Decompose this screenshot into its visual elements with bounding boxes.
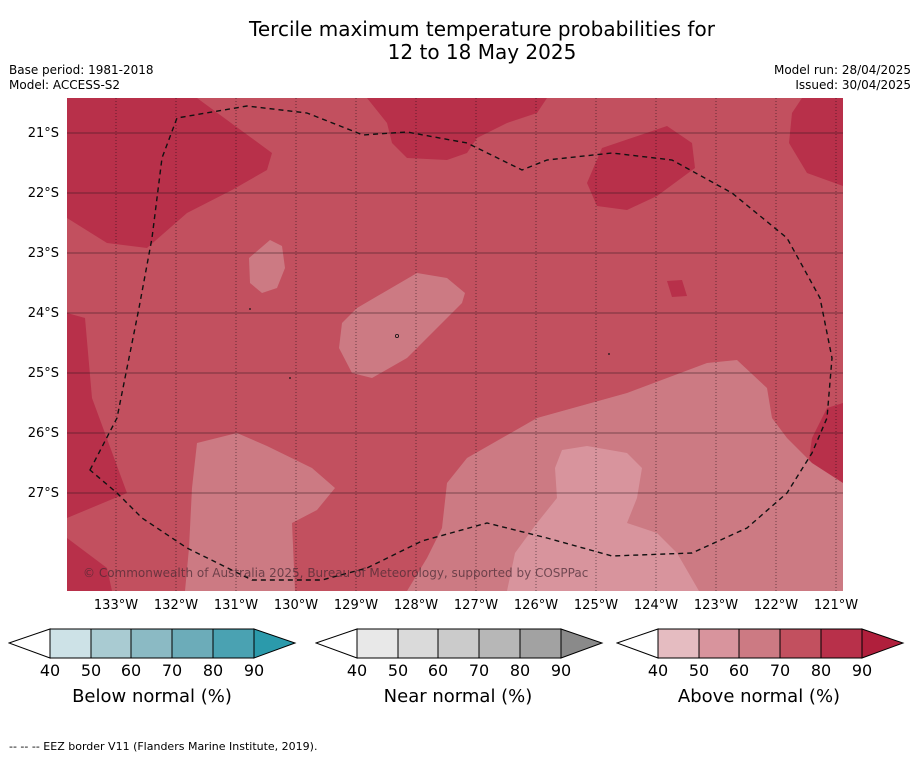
- lat-label-26: 26°S: [27, 426, 59, 441]
- colorbar-near-arrow-high: [560, 628, 604, 659]
- colorbar-below-bin-70-80: [171, 628, 214, 659]
- base-period: Base period: 1981-2018: [9, 63, 154, 77]
- above-tick-40: 40: [647, 661, 669, 680]
- above-tick-80: 80: [810, 661, 832, 680]
- colorbar-near-bin-70-80: [478, 628, 521, 659]
- colorbar-near-bin-50-60: [397, 628, 439, 659]
- above-normal-label: Above normal (%): [677, 686, 841, 707]
- colorbar-above-bin-40-50: [657, 628, 700, 659]
- lon-label-133: 133°W: [93, 598, 139, 613]
- title-line-2: 12 to 18 May 2025: [387, 40, 577, 64]
- island-marker: [394, 333, 399, 338]
- issued-date: Issued: 30/04/2025: [795, 78, 911, 92]
- probability-map: © Commonwealth of Australia 2025, Bureau…: [67, 98, 843, 591]
- lat-label-23: 23°S: [27, 246, 59, 261]
- lon-label-131: 131°W: [213, 598, 259, 613]
- meta-right: Model run: 28/04/2025 Issued: 30/04/2025: [774, 63, 911, 93]
- near-tick-50: 50: [387, 661, 409, 680]
- above-tick-50: 50: [688, 661, 710, 680]
- lon-label-123: 123°W: [693, 598, 739, 613]
- lon-label-122: 122°W: [753, 598, 799, 613]
- lon-label-130: 130°W: [273, 598, 319, 613]
- near-normal-label: Near normal (%): [383, 686, 533, 707]
- above-tick-60: 60: [728, 661, 750, 680]
- above-tick-70: 70: [769, 661, 791, 680]
- lon-label-124: 124°W: [633, 598, 679, 613]
- lon-label-128: 128°W: [393, 598, 439, 613]
- below-tick-40: 40: [39, 661, 61, 680]
- colorbar-below-bin-50-60: [90, 628, 132, 659]
- colorbar-below-bin-60-70: [130, 628, 173, 659]
- lat-label-21: 21°S: [27, 126, 59, 141]
- below-tick-60: 60: [120, 661, 142, 680]
- colorbar-near: [315, 628, 604, 659]
- lon-label-127: 127°W: [453, 598, 499, 613]
- lat-label-24: 24°S: [27, 306, 59, 321]
- island-marker: [608, 353, 610, 355]
- below-tick-70: 70: [161, 661, 183, 680]
- map-title: Tercile maximum temperature probabilitie…: [0, 18, 919, 64]
- graticule-lon: [115, 98, 837, 591]
- colorbar-above-bin-80-90: [820, 628, 863, 659]
- eez-footnote: -- -- -- EEZ border V11 (Flanders Marine…: [9, 740, 318, 753]
- below-tick-50: 50: [80, 661, 102, 680]
- near-tick-70: 70: [468, 661, 490, 680]
- title-line-1: Tercile maximum temperature probabilitie…: [249, 17, 715, 41]
- island-marker: [289, 377, 291, 379]
- below-normal-label: Below normal (%): [72, 686, 232, 707]
- shade-above-80-90-w: [67, 313, 127, 518]
- colorbar-below: [8, 628, 297, 659]
- colorbar-below-bin-40-50: [49, 628, 92, 659]
- shade-above-80-90-e: [807, 403, 843, 483]
- below-tick-80: 80: [202, 661, 224, 680]
- colorbar-below-bin-80-90: [212, 628, 255, 659]
- above-tick-90: 90: [851, 661, 873, 680]
- lat-label-27: 27°S: [27, 486, 59, 501]
- shade-above-60-70-south: [185, 433, 335, 591]
- map-canvas: [67, 98, 843, 591]
- colorbar-above-bin-60-70: [738, 628, 781, 659]
- shade-above-80-90-nw: [67, 98, 272, 248]
- colorbar-above-arrow-high: [861, 628, 905, 659]
- colorbar-above-arrow-low: [616, 628, 659, 659]
- eez-border: [89, 105, 833, 581]
- below-tick-90: 90: [243, 661, 265, 680]
- model-run: Model run: 28/04/2025: [773, 63, 911, 77]
- colorbar-above-bin-50-60: [698, 628, 740, 659]
- colorbar-above: [616, 628, 905, 659]
- shade-above-80-90-n: [367, 98, 547, 160]
- graticule: [67, 132, 843, 494]
- near-tick-40: 40: [346, 661, 368, 680]
- shade-above-80-90-spot: [667, 280, 687, 297]
- shade-above-80-90-far-ne: [789, 98, 843, 186]
- colorbar-below-arrow-low: [8, 628, 51, 659]
- copyright-text: © Commonwealth of Australia 2025, Bureau…: [83, 566, 589, 580]
- meta-left: Base period: 1981-2018 Model: ACCESS-S2: [9, 63, 154, 93]
- lon-label-132: 132°W: [153, 598, 199, 613]
- colorbar-below-arrow-high: [253, 628, 297, 659]
- colorbar-near-bin-80-90: [519, 628, 562, 659]
- lon-label-126: 126°W: [513, 598, 559, 613]
- near-tick-90: 90: [550, 661, 572, 680]
- island-marker: [249, 308, 251, 310]
- shade-above-80-90-ne: [587, 126, 695, 210]
- lat-label-25: 25°S: [27, 366, 59, 381]
- shade-above-80-90-sw: [67, 538, 112, 591]
- near-tick-80: 80: [509, 661, 531, 680]
- colorbar-above-bin-70-80: [779, 628, 822, 659]
- colorbar-near-bin-60-70: [437, 628, 480, 659]
- colorbar-near-bin-40-50: [356, 628, 399, 659]
- model-name: Model: ACCESS-S2: [9, 78, 121, 92]
- near-tick-60: 60: [427, 661, 449, 680]
- lon-label-121: 121°W: [813, 598, 859, 613]
- shade-above-50-60-south: [507, 446, 699, 591]
- lon-label-125: 125°W: [573, 598, 619, 613]
- shade-above-60-70-central: [339, 273, 465, 378]
- lat-label-22: 22°S: [27, 186, 59, 201]
- lon-label-129: 129°W: [333, 598, 379, 613]
- colorbar-near-arrow-low: [315, 628, 358, 659]
